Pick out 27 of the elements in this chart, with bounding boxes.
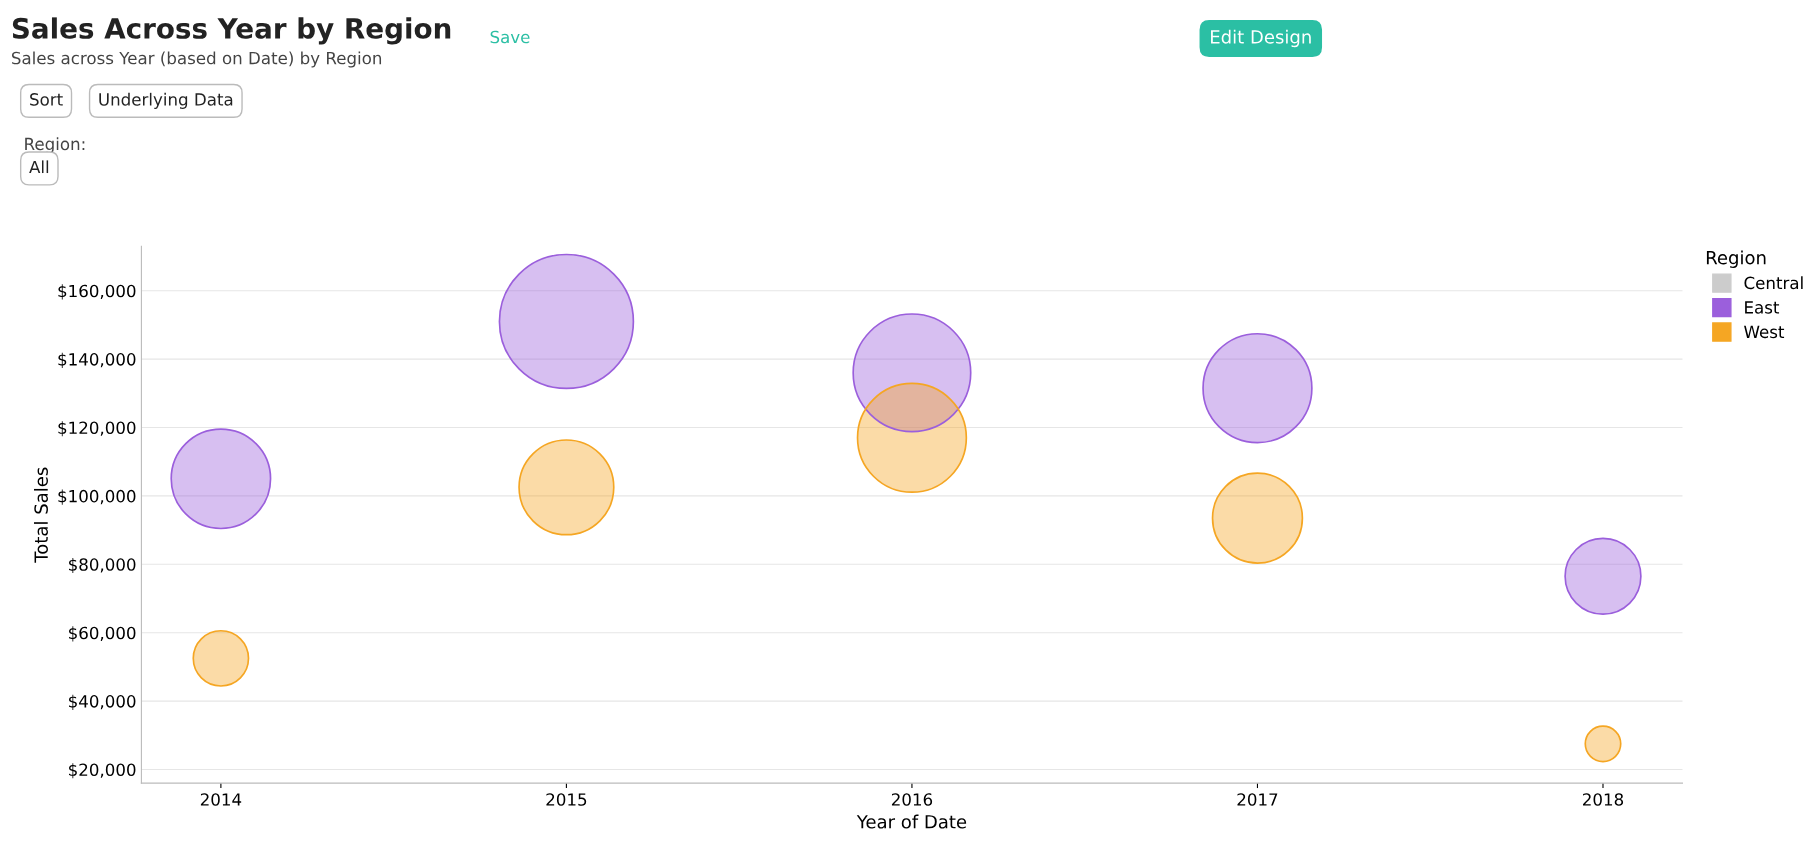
x-tick-label: 2014 xyxy=(200,793,242,806)
text: Edit Design xyxy=(1211,29,1311,48)
text: Sort xyxy=(30,93,63,106)
y-tick-label: $40,000 xyxy=(69,694,136,710)
x-tick-label: 2015 xyxy=(546,793,587,806)
y-tick-label: $160,000 xyxy=(58,284,136,300)
legend-label: West xyxy=(1744,325,1785,339)
x-tick-label: 2018 xyxy=(1583,793,1624,806)
y-tick-label: $60,000 xyxy=(69,626,136,642)
legend-title: Region xyxy=(1706,250,1766,268)
y-tick-label: $120,000 xyxy=(58,421,136,437)
legend-label: East xyxy=(1745,301,1780,314)
text: Underlying Data xyxy=(99,92,233,109)
y-tick-label: $100,000 xyxy=(58,489,136,505)
x-tick-label: 2017 xyxy=(1237,793,1278,806)
legend-label: Central xyxy=(1744,276,1803,290)
y-tick-label: $80,000 xyxy=(69,557,136,574)
chart-title: Sales Across Year by Region xyxy=(12,17,451,45)
x-axis-title: Year of Date xyxy=(856,814,967,829)
x-tick-label: 2016 xyxy=(891,793,933,806)
text: Save xyxy=(490,30,530,44)
text: All xyxy=(29,160,49,174)
chart-subtitle: Sales across Year (based on Date) by Region xyxy=(11,51,382,68)
y-tick-label: $140,000 xyxy=(58,352,136,368)
y-axis-title: Total Sales xyxy=(34,467,48,563)
y-tick-label: $20,000 xyxy=(69,763,136,779)
text: Region: xyxy=(25,137,85,154)
